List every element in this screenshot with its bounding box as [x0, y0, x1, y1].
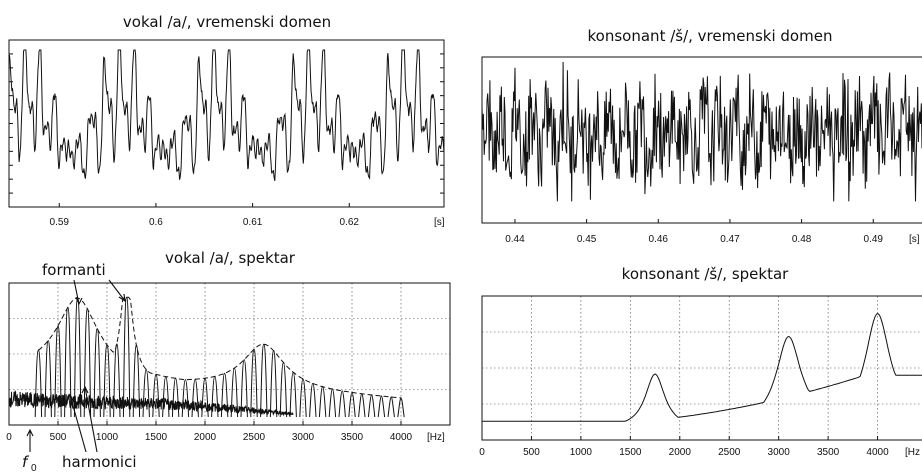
consonant-time-waveform [481, 61, 922, 202]
x-tick-label: 0.48 [792, 234, 812, 245]
x-tick-label: 4000 [866, 447, 889, 458]
x-tick-label: 2000 [669, 447, 692, 458]
x-tick-label: 0.59 [50, 217, 70, 228]
f0-label: f [22, 453, 30, 471]
harmonic-arrow-2 [84, 386, 98, 453]
x-tick-label: 3000 [768, 447, 791, 458]
harmonic-peak [260, 343, 268, 418]
harmonici-label: harmonici [62, 453, 136, 471]
x-tick-label: 1000 [96, 432, 119, 443]
harmonic-peak [328, 388, 337, 418]
harmonic-peak [113, 343, 121, 418]
vowel-spectrum-envelope [38, 296, 402, 399]
harmonic-peak [377, 395, 386, 418]
x-tick-label: 2000 [194, 432, 217, 443]
vowel-spectrum-frame [8, 282, 451, 426]
formanti-label: formanti [42, 261, 106, 279]
panel-vowel-spectrum: vokal /a/, spektar 0 500 1000 1500 2000 2500 3… [6, 249, 451, 474]
x-tick-label: 2500 [718, 447, 741, 458]
vowel-spectrum-unit: [Hz] [427, 432, 445, 443]
vowel-spectrum-title: vokal /a/, spektar [165, 249, 296, 267]
x-tick-label: 2500 [243, 432, 266, 443]
harmonic-peak [240, 359, 248, 418]
x-tick-label: 3000 [292, 432, 315, 443]
f0-arrowhead [26, 428, 34, 437]
x-tick-label: 0.45 [577, 234, 597, 245]
x-tick-label: 0.49 [864, 234, 884, 245]
harmonic-peak [122, 296, 131, 418]
consonant-spectrum-unit: [Hz [905, 447, 920, 458]
consonant-spectrum-frame [481, 295, 922, 441]
harmonic-peak [181, 379, 190, 418]
x-tick-label: 0.61 [243, 217, 263, 228]
harmonic-peak [279, 361, 288, 418]
x-tick-label: 500 [523, 447, 540, 458]
harmonic-peak [289, 371, 297, 418]
vowel-spectrum-noise-floor [8, 390, 294, 417]
x-tick-label: 0.44 [505, 234, 525, 245]
formant-arrowhead-2 [118, 293, 126, 303]
harmonic-peak [171, 377, 180, 418]
x-tick-label: 3500 [817, 447, 840, 458]
vowel-time-unit: [s] [434, 217, 445, 228]
harmonic-peak [299, 378, 307, 418]
x-tick-label: 1500 [145, 432, 168, 443]
panel-consonant-time: konsonant /š/, vremenski domen 0.44 0.45 0… [481, 27, 922, 245]
harmonic-peak [191, 378, 199, 418]
harmonic-peak [162, 376, 170, 418]
harmonic-peak [367, 394, 376, 418]
panel-vowel-time: vokal /a/, vremenski domen 0.59 0.6 0.61 0.… [8, 13, 445, 228]
harmonic-arrowhead-1 [66, 393, 74, 402]
vowel-time-title: vokal /a/, vremenski domen [123, 13, 331, 31]
formant-arrow-2 [108, 279, 126, 302]
consonant-time-unit: [s] [909, 234, 920, 245]
harmonic-peak [318, 386, 327, 418]
x-tick-label: 4000 [390, 432, 413, 443]
x-tick-label: 0 [6, 432, 12, 443]
f0-subscript: 0 [31, 463, 37, 474]
consonant-time-frame [481, 56, 922, 224]
formant-arrowhead-1 [75, 296, 83, 306]
consonant-time-title: konsonant /š/, vremenski domen [588, 27, 833, 45]
harmonic-peak [269, 350, 278, 418]
harmonic-arrow-1 [69, 394, 87, 453]
x-tick-label: 0.47 [720, 234, 740, 245]
consonant-spectrum-title: konsonant /š/, spektar [622, 265, 789, 283]
x-tick-label: 0.62 [340, 217, 360, 228]
x-tick-label: 1500 [619, 447, 642, 458]
x-tick-label: 0 [479, 447, 485, 458]
x-tick-label: 500 [50, 432, 67, 443]
harmonic-peak [309, 382, 317, 418]
x-tick-label: 1000 [570, 447, 593, 458]
harmonic-peak [34, 349, 43, 418]
vowel-time-waveform [8, 49, 445, 181]
panel-consonant-spectrum: konsonant /š/, spektar 0 500 1000 1500 2000 2… [479, 265, 922, 458]
harmonic-peak [93, 328, 101, 418]
harmonic-peak [358, 393, 366, 418]
formant-arrow-1 [73, 279, 80, 305]
consonant-spectrum-curve [482, 313, 922, 422]
x-tick-label: 0.6 [149, 217, 163, 228]
harmonic-peak [44, 340, 52, 418]
harmonic-arrowhead-2 [81, 385, 89, 394]
harmonic-peak [54, 325, 62, 418]
harmonic-peak [142, 368, 150, 418]
x-tick-label: 0.46 [649, 234, 669, 245]
harmonic-peak [387, 396, 395, 418]
harmonic-peak [338, 390, 346, 418]
harmonic-peak [220, 372, 229, 418]
x-tick-label: 3500 [341, 432, 364, 443]
